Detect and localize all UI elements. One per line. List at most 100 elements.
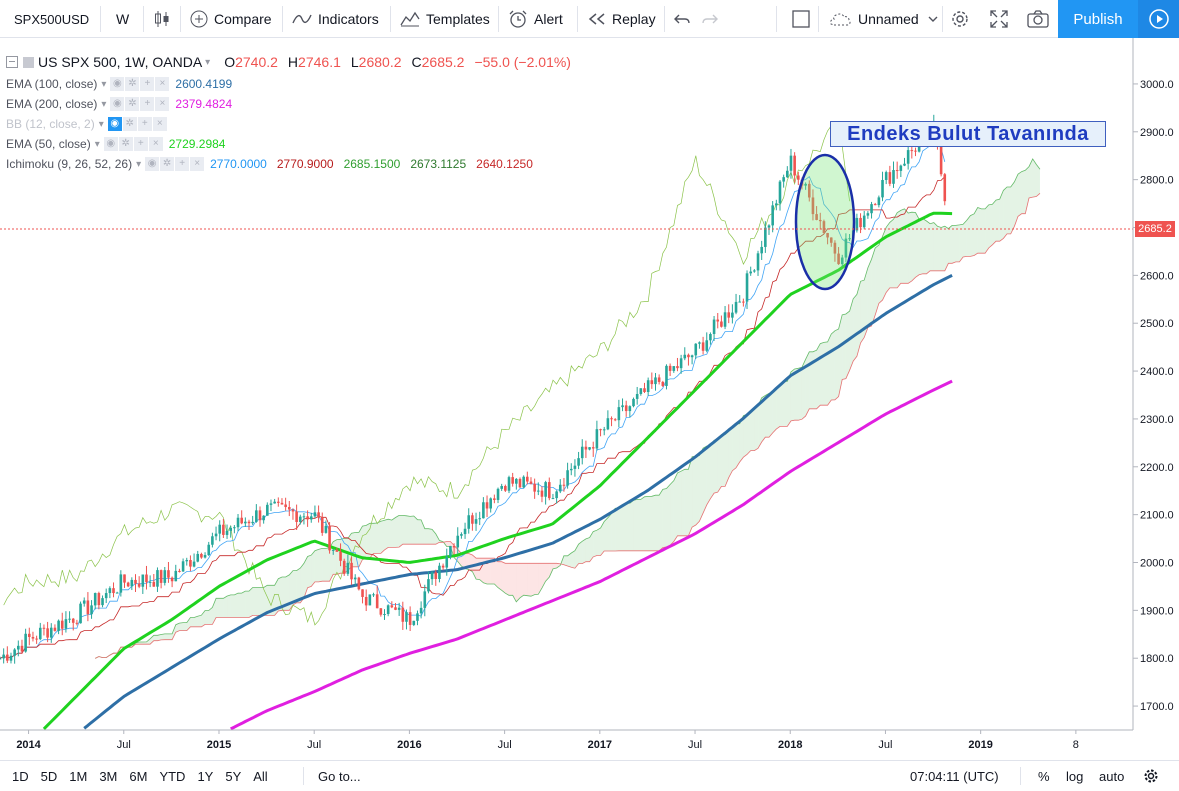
- chevron-down-icon[interactable]: ▾: [205, 56, 211, 68]
- close-icon[interactable]: ×: [152, 117, 167, 131]
- goto-button[interactable]: Go to...: [318, 761, 361, 791]
- interval-button[interactable]: W: [116, 0, 129, 38]
- candle-body: [207, 544, 211, 556]
- eye-icon[interactable]: ◉: [110, 77, 125, 91]
- range-button-3m[interactable]: 3M: [99, 768, 118, 784]
- compare-button[interactable]: Compare: [190, 0, 272, 38]
- indicator-controls: ◉ ✲ + ×: [110, 97, 170, 111]
- chevron-down-icon[interactable]: ▾: [94, 138, 100, 150]
- range-button-6m[interactable]: 6M: [129, 768, 148, 784]
- divider: [577, 6, 578, 32]
- goto-label: Go to...: [318, 768, 361, 784]
- range-button-1m[interactable]: 1M: [69, 768, 88, 784]
- auto-toggle[interactable]: auto: [1099, 761, 1124, 791]
- chart-settings-button[interactable]: [1143, 761, 1159, 791]
- range-button-1d[interactable]: 1D: [12, 768, 29, 784]
- indicator-legend-row[interactable]: EMA (200, close) ▾ ◉ ✲ + × 2379.4824: [6, 94, 571, 114]
- plus-icon[interactable]: +: [175, 157, 190, 171]
- replay-button[interactable]: Replay: [588, 0, 656, 38]
- candle-body: [676, 366, 679, 369]
- time-axis[interactable]: 2014 Jul 2015 Jul 2016 Jul 2017 Jul 2018 Jul 2019 8: [16, 730, 1079, 751]
- cloud-segment: [736, 423, 740, 468]
- symbol-legend-row[interactable]: US SPX 500, 1W, OANDA ▾ O 2740.2 H 2746.1 …: [6, 50, 571, 74]
- cloud-segment: [483, 558, 488, 584]
- highlight-ellipse[interactable]: [794, 153, 856, 291]
- range-button-5d[interactable]: 5D: [40, 768, 58, 784]
- price-axis[interactable]: 3000.02900.02800.02700.02600.02500.02400…: [1133, 79, 1174, 713]
- candle-body: [840, 257, 844, 265]
- cloud-segment: [285, 574, 290, 611]
- chevron-down-icon[interactable]: ▾: [101, 78, 107, 90]
- price-tick-label: 1900.0: [1140, 605, 1174, 617]
- candle-body: [515, 478, 518, 484]
- symbol-search[interactable]: SPX500USD: [14, 0, 89, 38]
- gear-icon[interactable]: ✲: [125, 97, 140, 111]
- indicator-legend-row[interactable]: BB (12, close, 2) ▾ ◉ ✲ + ×: [6, 114, 571, 134]
- gear-icon[interactable]: ✲: [118, 137, 133, 151]
- templates-button[interactable]: Templates: [400, 0, 490, 38]
- close-icon[interactable]: ×: [148, 137, 163, 151]
- redo-button[interactable]: [702, 0, 718, 38]
- gear-icon[interactable]: ✲: [160, 157, 175, 171]
- range-button-5y[interactable]: 5Y: [225, 768, 242, 784]
- candle-body: [82, 600, 86, 604]
- collapse-icon[interactable]: [6, 56, 18, 68]
- candle-body: [540, 490, 544, 497]
- chevron-down-icon[interactable]: ▾: [101, 98, 107, 110]
- cloud-segment: [860, 280, 865, 343]
- cloud-segment: [739, 415, 744, 462]
- log-toggle[interactable]: log: [1066, 761, 1083, 791]
- percent-toggle[interactable]: %: [1038, 761, 1050, 791]
- chevron-down-icon[interactable]: ▾: [136, 158, 142, 170]
- close-icon[interactable]: ×: [190, 157, 205, 171]
- eye-icon[interactable]: ◉: [145, 157, 160, 171]
- timezone-button[interactable]: 07:04:11 (UTC): [910, 761, 999, 791]
- plus-icon[interactable]: +: [140, 97, 155, 111]
- cloud-segment: [985, 204, 989, 254]
- cloud-segment: [618, 505, 623, 551]
- gear-icon[interactable]: ✲: [122, 117, 137, 131]
- range-button-ytd[interactable]: YTD: [159, 768, 186, 784]
- indicators-button[interactable]: Indicators: [292, 0, 379, 38]
- undo-button[interactable]: [674, 0, 690, 38]
- close-icon[interactable]: ×: [155, 77, 170, 91]
- plus-icon[interactable]: +: [137, 117, 152, 131]
- plus-icon[interactable]: +: [140, 77, 155, 91]
- gear-icon[interactable]: ✲: [125, 77, 140, 91]
- cloud-segment: [161, 633, 165, 640]
- cloud-segment: [941, 226, 945, 271]
- publish-button[interactable]: Publish: [1058, 0, 1138, 38]
- snapshot-button[interactable]: [1027, 0, 1049, 38]
- indicator-legend-row[interactable]: EMA (100, close) ▾ ◉ ✲ + × 2600.4199: [6, 74, 571, 94]
- plus-icon[interactable]: +: [133, 137, 148, 151]
- close-icon[interactable]: ×: [155, 97, 170, 111]
- cloud-segment: [933, 222, 938, 271]
- eye-icon[interactable]: ◉: [107, 117, 122, 131]
- cloud-segment: [1025, 166, 1030, 214]
- indicator-legend-row[interactable]: Ichimoku (9, 26, 52, 26) ▾ ◉ ✲ + × 2770.0000 27…: [6, 154, 571, 174]
- cloud-segment: [241, 591, 246, 618]
- fullscreen-button[interactable]: [990, 0, 1008, 38]
- chevron-down-icon[interactable]: ▾: [98, 118, 104, 130]
- alert-button[interactable]: Alert: [508, 0, 563, 38]
- indicator-value: 2770.9000: [276, 157, 334, 171]
- annotation-label[interactable]: Endeks Bulut Tavanında: [830, 121, 1106, 147]
- eye-icon[interactable]: ◉: [103, 137, 118, 151]
- candle-body: [738, 301, 742, 303]
- play-button[interactable]: [1138, 0, 1179, 38]
- candle-body: [156, 570, 159, 587]
- candle-body: [423, 591, 427, 608]
- cloud-segment: [955, 224, 960, 262]
- cloud-segment: [871, 247, 876, 326]
- candle-body: [255, 510, 258, 522]
- candle-body: [939, 146, 943, 175]
- candle-body: [859, 217, 862, 228]
- range-button-1y[interactable]: 1Y: [197, 768, 214, 784]
- settings-button[interactable]: [950, 0, 970, 38]
- eye-icon[interactable]: ◉: [110, 97, 125, 111]
- chart-style-button[interactable]: [154, 0, 170, 38]
- fullscreen-select-button[interactable]: [792, 0, 810, 38]
- indicator-legend-row[interactable]: EMA (50, close) ▾ ◉ ✲ + × 2729.2984: [6, 134, 571, 154]
- range-button-all[interactable]: All: [253, 768, 268, 784]
- layout-menu-button[interactable]: Unnamed: [828, 0, 939, 38]
